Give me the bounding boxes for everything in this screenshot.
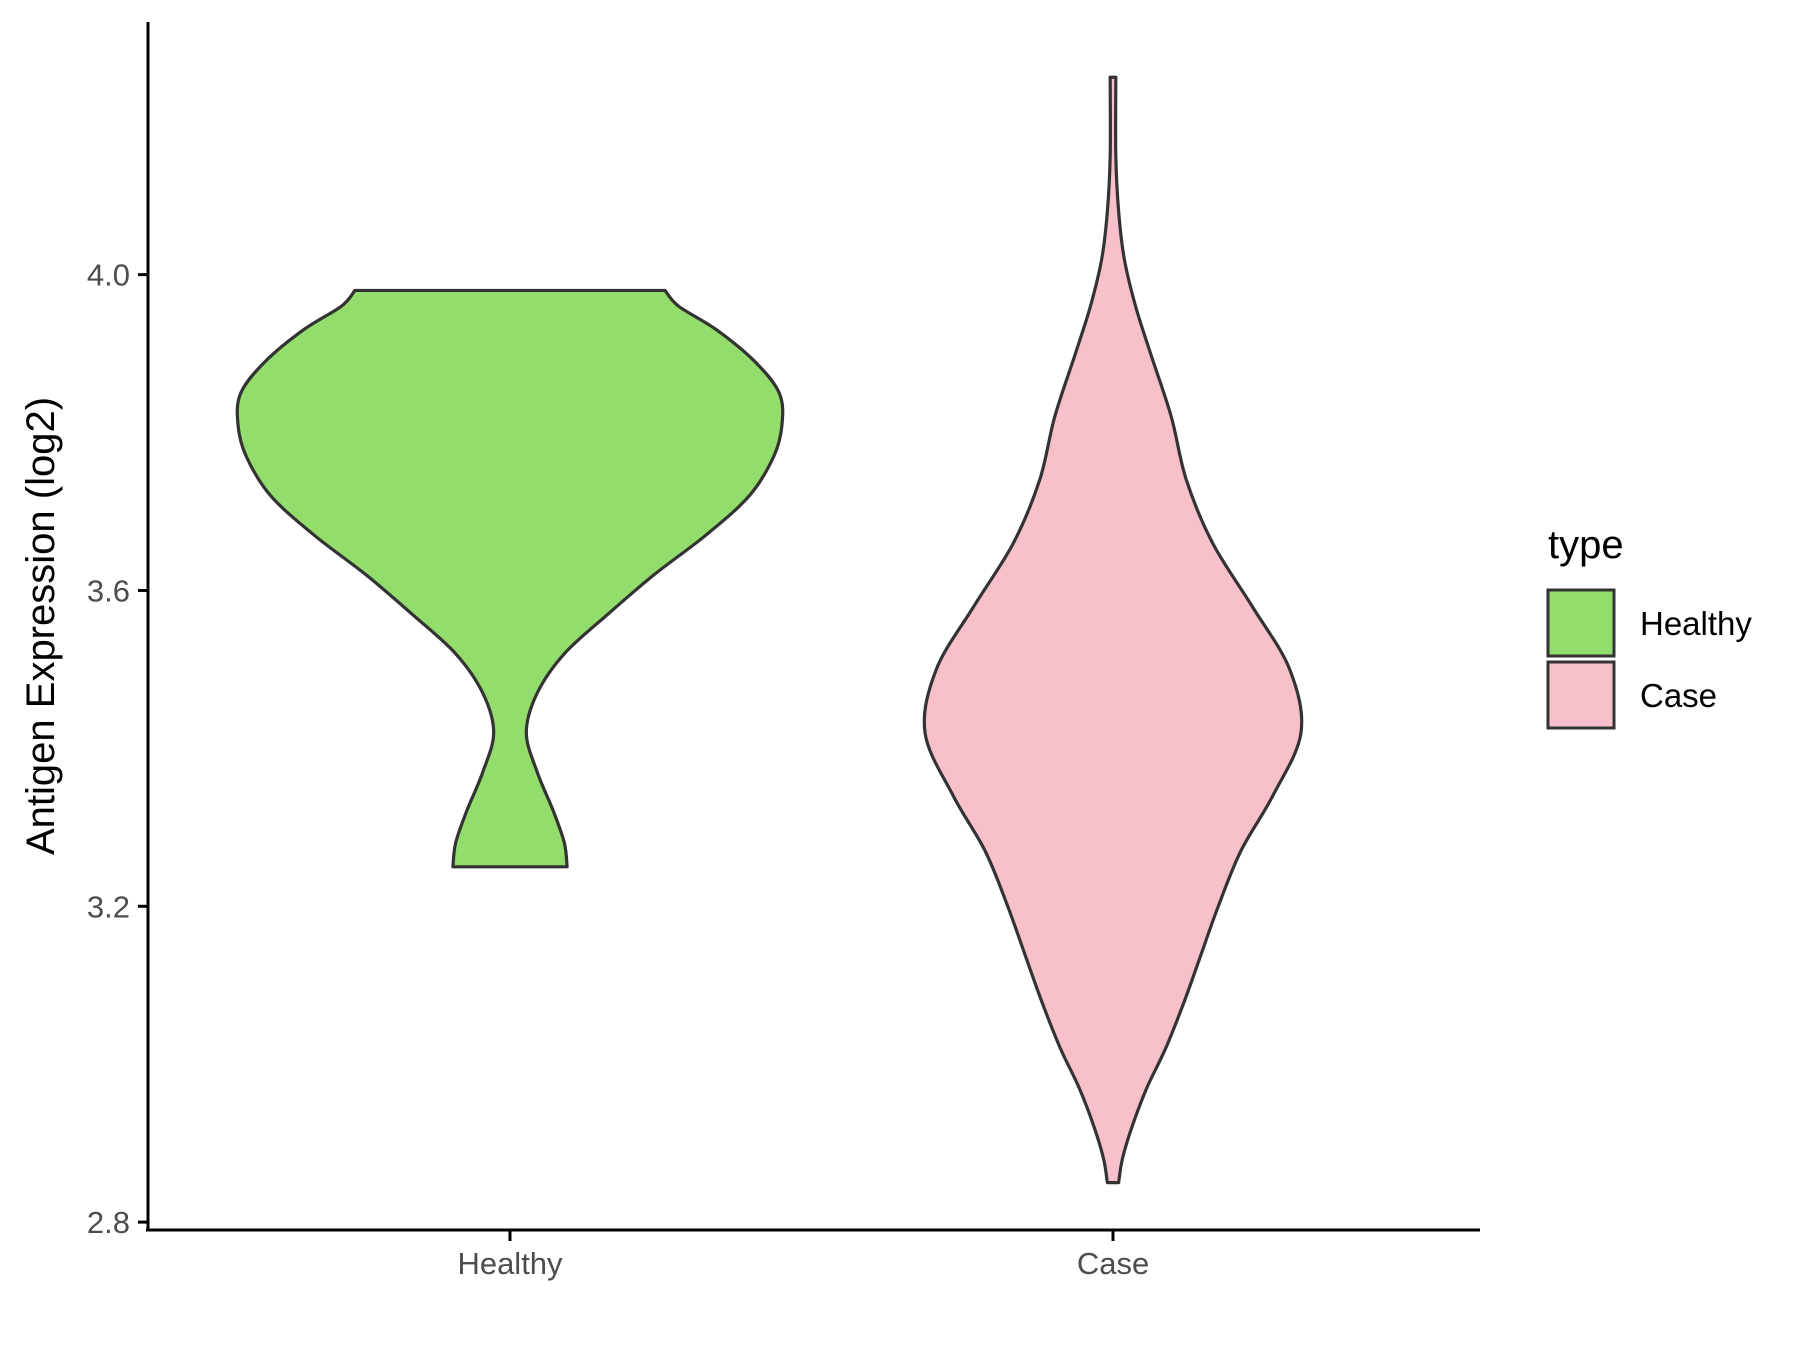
y-tick-label: 2.8 xyxy=(87,1205,130,1240)
y-axis-title: Antigen Expression (log2) xyxy=(19,397,63,855)
x-ticks: Healthy Case xyxy=(457,1230,1149,1281)
x-tick-label: Healthy xyxy=(457,1246,563,1281)
x-tick-label: Case xyxy=(1077,1246,1149,1281)
y-ticks: 2.8 3.2 3.6 4.0 xyxy=(87,258,148,1240)
y-tick-label: 3.2 xyxy=(87,889,130,924)
y-tick-label: 4.0 xyxy=(87,258,130,293)
legend-label: Healthy xyxy=(1640,605,1752,642)
violin-healthy xyxy=(235,288,785,869)
legend-title: type xyxy=(1548,523,1624,567)
legend-swatch xyxy=(1546,588,1616,658)
legend-swatch xyxy=(1546,660,1616,730)
legend-entries: Healthy Case xyxy=(1546,588,1752,730)
violin-case xyxy=(922,75,1304,1185)
legend-label: Case xyxy=(1640,677,1717,714)
y-tick-label: 3.6 xyxy=(87,573,130,608)
legend: type Healthy Case xyxy=(1546,523,1752,730)
violins-layer xyxy=(235,75,1304,1185)
